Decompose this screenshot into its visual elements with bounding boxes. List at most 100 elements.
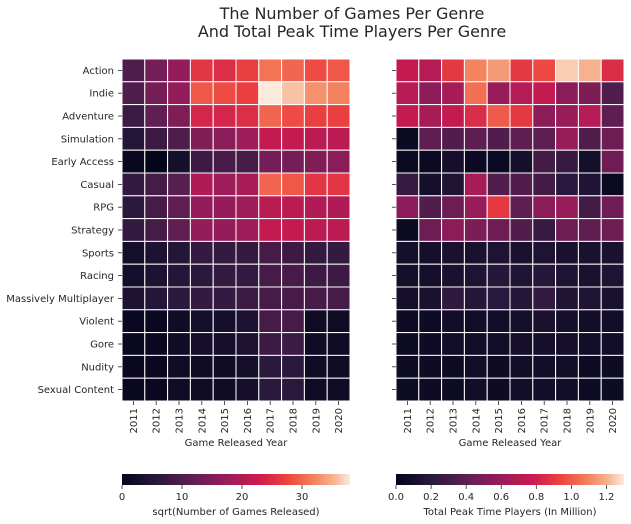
heatmap-cell [327, 219, 350, 242]
heatmap-cell [510, 241, 533, 264]
heatmap-cell [122, 127, 145, 150]
heatmap-cell [168, 310, 191, 333]
heatmap-cell [213, 219, 236, 242]
heatmap-cell [304, 59, 327, 82]
y-tick-label: Massively Multiplayer [6, 294, 115, 305]
heatmap-cell [327, 59, 350, 82]
heatmap-cell [122, 59, 145, 82]
heatmap-cell [510, 59, 533, 82]
heatmap-cell [304, 196, 327, 219]
heatmap-cell [578, 173, 601, 196]
x-tick-label: 2019 [585, 408, 596, 433]
x-axis-label-right: Game Released Year [459, 438, 563, 449]
heatmap-cell [190, 241, 213, 264]
heatmap-cell [419, 105, 442, 128]
x-tick-label: 2015 [494, 408, 505, 433]
heatmap-cell [396, 355, 419, 378]
heatmap-cell [601, 219, 624, 242]
heatmap-cell [556, 196, 579, 219]
heatmap-cell [419, 333, 442, 356]
x-tick-label: 2016 [517, 408, 528, 433]
heatmap-cell [213, 150, 236, 173]
heatmap-cell [419, 173, 442, 196]
heatmap-cell [145, 287, 168, 310]
heatmap-cell [168, 264, 191, 287]
y-tick-label: Strategy [71, 226, 114, 237]
y-tick-label: RPG [93, 203, 114, 214]
heatmap-cell [304, 378, 327, 401]
heatmap-cell [533, 150, 556, 173]
heatmap-cell [282, 173, 305, 196]
heatmap-cell [533, 287, 556, 310]
heatmap-cell [578, 333, 601, 356]
heatmap-cell [282, 378, 305, 401]
colorbar-left [122, 474, 350, 485]
heatmap-cell [419, 59, 442, 82]
heatmap-cell [282, 219, 305, 242]
heatmap-cell [145, 82, 168, 105]
heatmap-cell [578, 127, 601, 150]
heatmap-cell [464, 333, 487, 356]
heatmap-cell [236, 150, 259, 173]
heatmap-cell [442, 59, 465, 82]
heatmap-cell [259, 150, 282, 173]
heatmap-cell [396, 310, 419, 333]
heatmap-cell [122, 241, 145, 264]
heatmap-cell [396, 82, 419, 105]
heatmap-cell [556, 127, 579, 150]
heatmap-cell [327, 264, 350, 287]
heatmap-cell [419, 150, 442, 173]
heatmap-cell [168, 173, 191, 196]
heatmap-cell [601, 310, 624, 333]
x-tick-label: 2018 [289, 408, 300, 433]
heatmap-cell [419, 127, 442, 150]
heatmap-cell [556, 173, 579, 196]
colorbar-tick-label: 10 [176, 492, 189, 503]
heatmap-cell [213, 196, 236, 219]
heatmap-cell [533, 59, 556, 82]
heatmap-cell [327, 150, 350, 173]
heatmap-cell [168, 127, 191, 150]
heatmap-games-released [122, 59, 350, 401]
heatmap-cell [259, 241, 282, 264]
heatmap-cell [510, 82, 533, 105]
heatmap-cell [533, 241, 556, 264]
heatmap-cell [510, 127, 533, 150]
heatmap-cell [419, 287, 442, 310]
heatmap-cell [578, 264, 601, 287]
heatmap-cell [419, 355, 442, 378]
heatmap-cell [578, 196, 601, 219]
heatmap-cell [168, 378, 191, 401]
heatmap-cell [122, 150, 145, 173]
heatmap-cell [213, 287, 236, 310]
heatmap-cell [213, 264, 236, 287]
heatmap-cell [396, 173, 419, 196]
heatmap-cell [601, 241, 624, 264]
heatmap-cell [122, 264, 145, 287]
heatmap-cell [442, 287, 465, 310]
heatmap-cell [419, 219, 442, 242]
heatmap-cell [487, 241, 510, 264]
heatmap-cell [190, 196, 213, 219]
heatmap-cell [145, 219, 168, 242]
heatmap-cell [464, 287, 487, 310]
heatmap-cell [556, 150, 579, 173]
heatmap-cell [556, 82, 579, 105]
heatmap-cell [442, 333, 465, 356]
heatmap-cell [168, 59, 191, 82]
heatmap-cell [259, 355, 282, 378]
heatmap-cell [556, 105, 579, 128]
heatmap-cell [259, 264, 282, 287]
heatmap-cell [419, 310, 442, 333]
heatmap-cell [487, 82, 510, 105]
heatmap-cell [282, 310, 305, 333]
heatmap-cell [578, 241, 601, 264]
heatmap-cell [122, 333, 145, 356]
heatmap-cell [578, 378, 601, 401]
heatmap-cell [578, 287, 601, 310]
heatmap-cell [282, 105, 305, 128]
heatmap-cell [122, 310, 145, 333]
heatmap-cell [601, 196, 624, 219]
heatmap-cell [601, 150, 624, 173]
